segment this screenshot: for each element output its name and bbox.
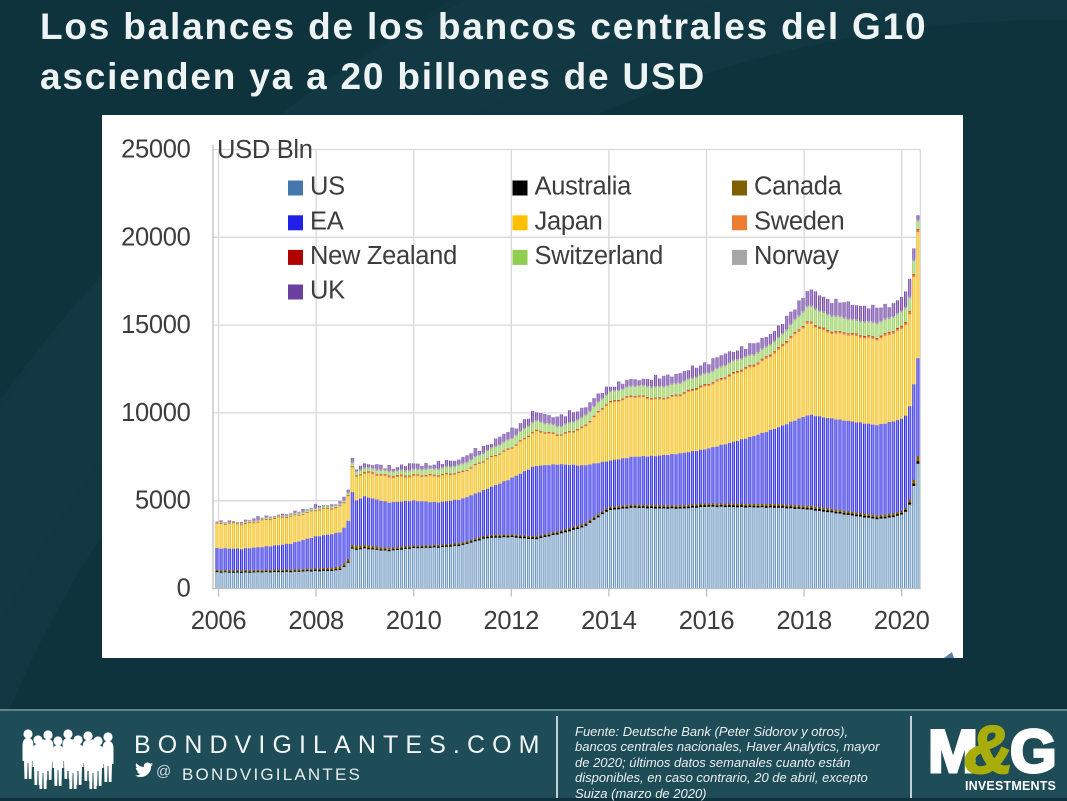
svg-text:2008: 2008 [288, 607, 344, 635]
svg-text:UK: UK [310, 277, 345, 305]
svg-text:US: US [310, 173, 345, 201]
svg-text:5000: 5000 [135, 487, 191, 515]
svg-text:2010: 2010 [386, 607, 442, 635]
svg-text:20000: 20000 [121, 223, 191, 251]
svg-text:15000: 15000 [121, 311, 191, 339]
svg-text:Switzerland: Switzerland [535, 242, 664, 270]
svg-text:0: 0 [177, 575, 191, 603]
svg-text:USD Bln: USD Bln [217, 136, 313, 164]
svg-text:Norway: Norway [754, 242, 839, 270]
svg-text:EA: EA [310, 207, 344, 235]
svg-text:Sweden: Sweden [754, 207, 844, 235]
svg-text:25000: 25000 [121, 136, 191, 164]
svg-text:Canada: Canada [754, 173, 843, 201]
svg-text:Australia: Australia [535, 173, 633, 201]
svg-text:2012: 2012 [484, 607, 540, 635]
svg-text:10000: 10000 [121, 399, 191, 427]
svg-text:2018: 2018 [776, 607, 832, 635]
svg-text:2014: 2014 [581, 607, 637, 635]
svg-text:Japan: Japan [535, 207, 603, 235]
svg-text:2006: 2006 [191, 607, 247, 635]
svg-text:2016: 2016 [679, 607, 735, 635]
svg-text:New Zealand: New Zealand [310, 242, 457, 270]
svg-text:2020: 2020 [874, 607, 930, 635]
